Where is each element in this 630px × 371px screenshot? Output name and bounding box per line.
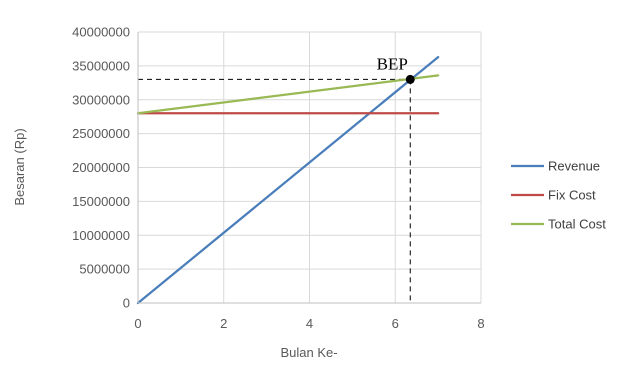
x-axis-title: Bulan Ke- [280, 345, 337, 360]
x-tick-label: 2 [220, 316, 227, 331]
y-tick-label: 15000000 [72, 194, 130, 209]
axes [137, 32, 481, 304]
gridlines [138, 31, 482, 303]
legend-label-fix-cost: Fix Cost [548, 188, 596, 203]
x-tick-label: 4 [306, 316, 313, 331]
bep-guide-lines [138, 78, 411, 303]
series-lines [136, 55, 440, 305]
bep-label: BEP [377, 54, 408, 73]
x-tick-label: 6 [392, 316, 399, 331]
series-line-revenue [136, 55, 440, 305]
y-tick-label: 20000000 [72, 160, 130, 175]
bep-annotation: BEP [377, 54, 415, 84]
x-tick-labels: 0 2 4 6 8 [134, 316, 484, 331]
legend: Revenue Fix Cost Total Cost [511, 159, 606, 232]
y-tick-label: 25000000 [72, 126, 130, 141]
y-tick-label: 0 [123, 296, 130, 311]
y-tick-label: 5000000 [79, 262, 130, 277]
y-tick-label: 30000000 [72, 92, 130, 107]
y-tick-label: 40000000 [72, 25, 130, 40]
x-tick-label: 8 [477, 316, 484, 331]
y-tick-label: 10000000 [72, 228, 130, 243]
series-line-total-cost [136, 74, 440, 115]
y-tick-label: 35000000 [72, 58, 130, 73]
x-tick-label: 0 [134, 316, 141, 331]
legend-label-total-cost: Total Cost [548, 217, 606, 232]
y-axis-title: Besaran (Rp) [12, 128, 27, 205]
y-tick-labels: 0 5000000 10000000 15000000 20000000 25000000… [72, 25, 130, 311]
legend-label-revenue: Revenue [548, 159, 600, 174]
bep-marker [405, 74, 415, 84]
